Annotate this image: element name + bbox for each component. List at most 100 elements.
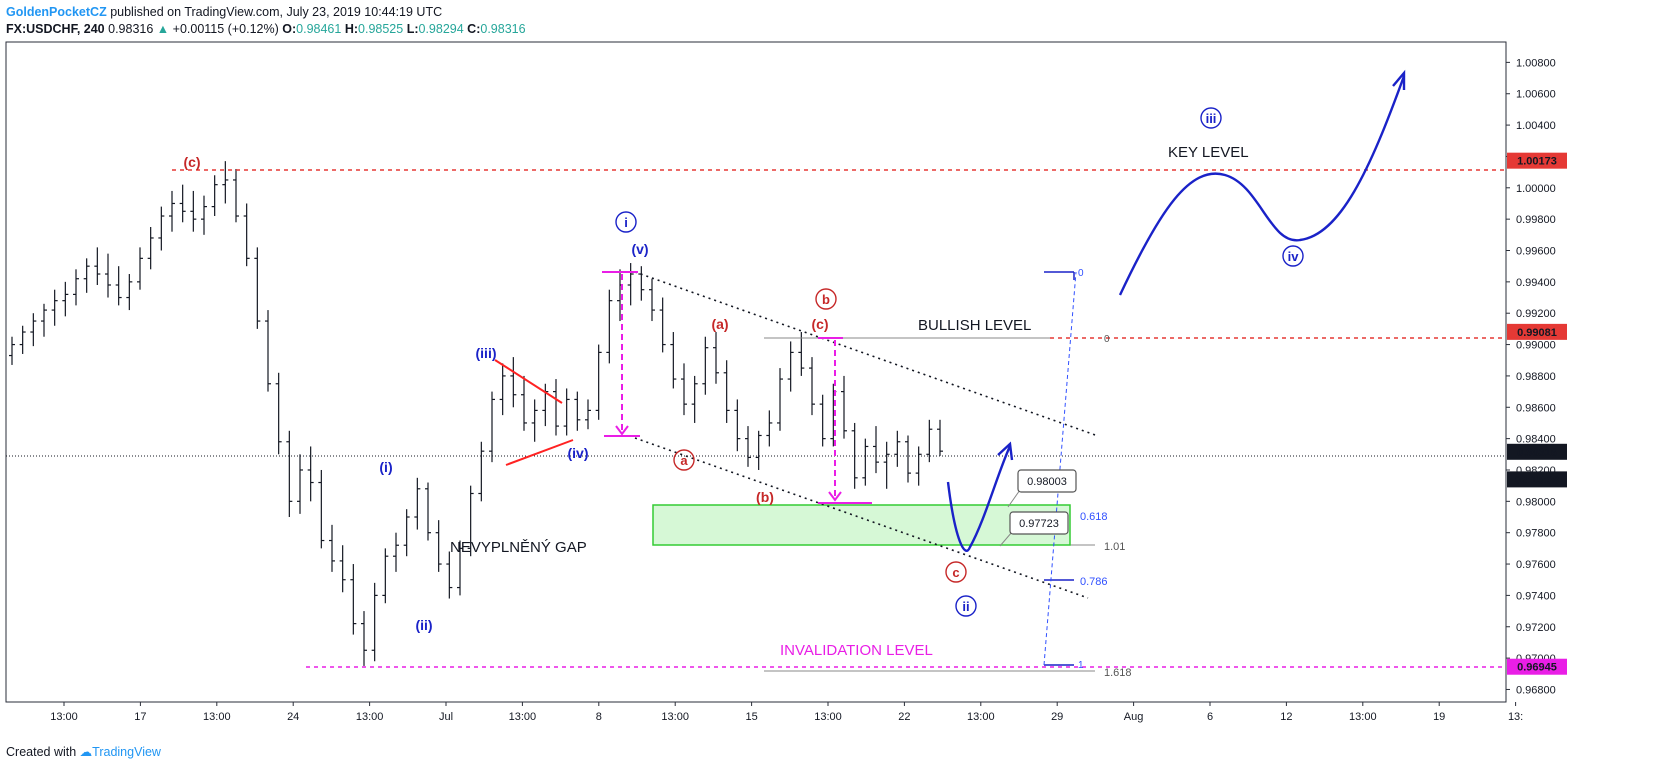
time-tick-label-17: 13:00 bbox=[1349, 711, 1377, 723]
time-axis[interactable]: 13:00 17 13:00 24 13:00 Jul 13:00 8 13:00 15 13:00… bbox=[50, 702, 1523, 723]
ohlc-bar-11 bbox=[126, 274, 133, 311]
ohlc-bar-86 bbox=[926, 419, 933, 463]
callout-pointer-1 bbox=[1007, 489, 1021, 508]
measure-arrowhead-2 bbox=[828, 491, 842, 502]
channel-upper-line[interactable] bbox=[634, 271, 1099, 437]
fib-label-1: 1 bbox=[1078, 660, 1084, 671]
ohlc-bar-55 bbox=[595, 344, 602, 420]
wave-label-ii[interactable]: (ii) bbox=[415, 617, 432, 633]
time-tick-label-1: 17 bbox=[134, 711, 146, 723]
time-tick-label-15: 6 bbox=[1207, 711, 1213, 723]
symbol-label[interactable]: FX:USDCHF, 240 bbox=[6, 22, 105, 36]
price-tick-label-6: 0.99600 bbox=[1516, 246, 1556, 258]
wave-label-circled-iv[interactable]: iv bbox=[1282, 245, 1304, 267]
ohlc-bar-13 bbox=[147, 226, 154, 270]
price-badges: 1.00173 0.99081 0.98316 02:15:38 0.96945 bbox=[1507, 152, 1567, 675]
time-tick-label-10: 13:00 bbox=[814, 711, 842, 723]
price-tick-label-7: 0.99400 bbox=[1516, 277, 1556, 289]
wave-label-iv[interactable]: (iv) bbox=[568, 445, 589, 461]
ohlc-bar-20 bbox=[222, 161, 229, 204]
fib-label-1618: 1.618 bbox=[1104, 667, 1132, 679]
target-zone[interactable] bbox=[652, 504, 1071, 546]
channel-lower-line[interactable] bbox=[634, 437, 1089, 599]
ohlc-bar-68 bbox=[734, 399, 741, 452]
ohlc-bar-71 bbox=[766, 410, 773, 447]
ohlc-bar-38 bbox=[414, 477, 421, 530]
price-bars bbox=[9, 161, 943, 666]
wave-label-a[interactable]: (a) bbox=[711, 316, 728, 332]
fib-label-0: 0 bbox=[1078, 268, 1084, 279]
price-badge-label-0: 1.00173 bbox=[1517, 156, 1557, 168]
price-tick-label-20: 0.96800 bbox=[1516, 684, 1556, 696]
key-level-label: KEY LEVEL bbox=[1168, 144, 1249, 161]
ohlc-bar-32 bbox=[350, 564, 357, 635]
ohlc-bar-64 bbox=[691, 375, 698, 423]
time-tick-label-9: 15 bbox=[745, 711, 757, 723]
ohlc-bar-81 bbox=[873, 426, 879, 474]
ohlc-bar-10 bbox=[115, 266, 122, 306]
time-tick-label-2: 13:00 bbox=[203, 711, 231, 723]
author-link[interactable]: GoldenPocketCZ bbox=[6, 5, 107, 19]
ohlc-bar-83 bbox=[894, 430, 901, 467]
ohlc-bar-67 bbox=[723, 360, 730, 423]
price-badge-2: 0.98316 bbox=[1507, 443, 1567, 460]
time-tick-label-19: 13: bbox=[1508, 711, 1523, 723]
ohlc-bar-33 bbox=[361, 611, 367, 666]
wave-label-circled-a[interactable]: a bbox=[673, 449, 695, 471]
price-badge-label-2: 0.98316 bbox=[1517, 447, 1557, 459]
callout-box-1[interactable] bbox=[1017, 469, 1077, 493]
wedge-lower-line[interactable] bbox=[505, 439, 574, 466]
svg-text:iii: iii bbox=[1206, 111, 1217, 126]
wave-label-circled-c[interactable]: c bbox=[945, 561, 967, 583]
wave-label-c-mid[interactable]: (c) bbox=[811, 316, 828, 332]
price-badge-bg-2 bbox=[1507, 443, 1567, 460]
wave-label-i[interactable]: (i) bbox=[379, 459, 392, 475]
price-badge-4: 0.96945 bbox=[1507, 658, 1567, 675]
svg-text:ii: ii bbox=[962, 599, 969, 614]
ohlc-bar-46 bbox=[499, 363, 506, 416]
wave-label-circled-b[interactable]: b bbox=[815, 288, 837, 310]
wedge-upper-line[interactable] bbox=[494, 359, 563, 404]
low-value: 0.98294 bbox=[418, 22, 464, 36]
bullish-level-label: BULLISH LEVEL bbox=[918, 317, 1031, 334]
time-tick-label-3: 24 bbox=[287, 711, 299, 723]
ohlc-bar-23 bbox=[254, 247, 261, 329]
time-tick-label-6: 13:00 bbox=[509, 711, 537, 723]
ohlc-bar-58 bbox=[627, 263, 634, 306]
wave-label-c-top[interactable]: (c) bbox=[183, 154, 200, 170]
ohlc-bar-40 bbox=[435, 520, 442, 572]
ohlc-bar-29 bbox=[318, 469, 325, 549]
ohlc-bar-56 bbox=[606, 289, 613, 364]
callout-pointer-2 bbox=[999, 531, 1013, 547]
fib-trend-line[interactable] bbox=[1043, 271, 1077, 666]
projected-wave-iii-path[interactable] bbox=[1118, 75, 1406, 296]
price-tick-label-11: 0.98600 bbox=[1516, 402, 1556, 414]
tradingview-link[interactable]: TradingView bbox=[92, 745, 161, 759]
ohlc-bar-5 bbox=[62, 281, 69, 317]
time-tick-label-7: 8 bbox=[596, 711, 602, 723]
wave-label-b[interactable]: (b) bbox=[756, 489, 774, 505]
wave-label-circled-iii[interactable]: iii bbox=[1200, 107, 1222, 129]
callout-box-2[interactable] bbox=[1009, 511, 1069, 535]
projected-wave-ii-path[interactable] bbox=[946, 445, 1012, 552]
chart-footer: Created with ☁TradingView bbox=[6, 744, 161, 759]
time-tick-label-4: 13:00 bbox=[356, 711, 384, 723]
projected-wave-iii-arrowhead bbox=[1392, 69, 1406, 90]
ohlc-bar-3 bbox=[41, 303, 47, 337]
price-tick-label-18: 0.97200 bbox=[1516, 622, 1556, 634]
wave-label-circled-i[interactable]: i bbox=[615, 211, 637, 233]
ohlc-bar-25 bbox=[275, 372, 282, 455]
time-tick-label-12: 13:00 bbox=[967, 711, 995, 723]
ohlc-bar-14 bbox=[158, 206, 165, 251]
ohlc-bar-74 bbox=[798, 332, 805, 376]
price-tick-label-5: 0.99800 bbox=[1516, 214, 1556, 226]
low-label: L: bbox=[406, 22, 419, 36]
wave-label-iii[interactable]: (iii) bbox=[476, 345, 497, 361]
wave-label-v[interactable]: (v) bbox=[631, 241, 648, 257]
price-tick-label-10: 0.98800 bbox=[1516, 371, 1556, 383]
wave-label-circled-ii[interactable]: ii bbox=[955, 595, 977, 617]
ohlc-bar-47 bbox=[510, 357, 517, 408]
ohlc-bar-35 bbox=[382, 548, 389, 604]
ohlc-bar-73 bbox=[787, 341, 794, 392]
